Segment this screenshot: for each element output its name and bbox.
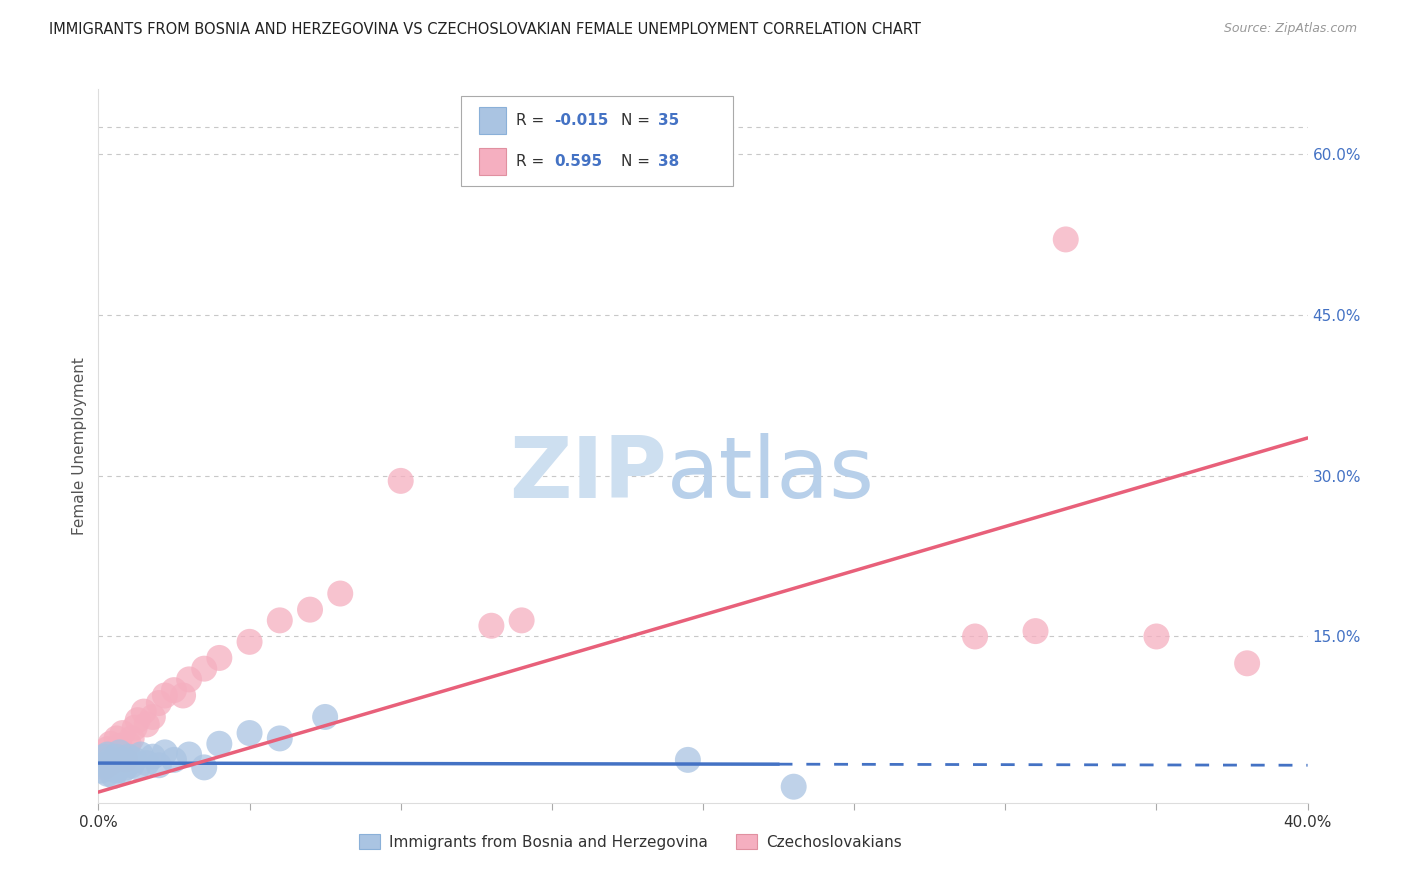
Point bbox=[108, 739, 131, 753]
Point bbox=[1054, 232, 1077, 246]
Point bbox=[93, 749, 115, 764]
Text: 35: 35 bbox=[658, 113, 679, 128]
Point bbox=[100, 737, 122, 751]
Point bbox=[299, 602, 322, 616]
Text: Source: ZipAtlas.com: Source: ZipAtlas.com bbox=[1223, 22, 1357, 36]
Legend: Immigrants from Bosnia and Herzegovina, Czechoslovakians: Immigrants from Bosnia and Herzegovina, … bbox=[353, 828, 908, 855]
Point bbox=[100, 760, 122, 774]
Point bbox=[114, 760, 136, 774]
Point bbox=[269, 731, 291, 746]
Point bbox=[93, 760, 115, 774]
Point bbox=[105, 749, 128, 764]
Point bbox=[481, 619, 503, 633]
Point bbox=[127, 713, 149, 727]
Y-axis label: Female Unemployment: Female Unemployment bbox=[72, 357, 87, 535]
Point bbox=[90, 764, 112, 778]
Point bbox=[124, 753, 146, 767]
Point bbox=[172, 689, 194, 703]
Point bbox=[179, 673, 201, 687]
Point bbox=[208, 737, 231, 751]
Point bbox=[103, 747, 125, 762]
Point bbox=[163, 683, 186, 698]
Point bbox=[105, 749, 128, 764]
Text: N =: N = bbox=[621, 113, 655, 128]
Text: ZIP: ZIP bbox=[509, 433, 666, 516]
Point bbox=[1144, 630, 1167, 644]
Point bbox=[127, 760, 149, 774]
Point bbox=[179, 747, 201, 762]
Point bbox=[783, 780, 806, 794]
Bar bbox=[479, 148, 506, 175]
Point bbox=[676, 753, 699, 767]
Point bbox=[121, 731, 143, 746]
Point bbox=[96, 742, 118, 756]
Point bbox=[103, 756, 125, 770]
Point bbox=[111, 726, 134, 740]
Point bbox=[510, 613, 533, 627]
Text: R =: R = bbox=[516, 113, 548, 128]
Point bbox=[124, 721, 146, 735]
Point bbox=[965, 630, 987, 644]
Point bbox=[111, 753, 134, 767]
Point bbox=[111, 764, 134, 778]
Point bbox=[108, 745, 131, 759]
Text: 38: 38 bbox=[658, 154, 679, 169]
Text: R =: R = bbox=[516, 154, 548, 169]
Point bbox=[105, 764, 128, 778]
Point bbox=[153, 689, 176, 703]
Point bbox=[153, 745, 176, 759]
Point bbox=[96, 747, 118, 762]
Point bbox=[208, 651, 231, 665]
Point bbox=[93, 758, 115, 772]
Point bbox=[132, 705, 155, 719]
Point bbox=[163, 753, 186, 767]
Point bbox=[148, 758, 170, 772]
Point bbox=[114, 753, 136, 767]
Point bbox=[118, 756, 141, 770]
Bar bbox=[479, 107, 506, 134]
Point bbox=[239, 726, 262, 740]
Point bbox=[129, 747, 152, 762]
Text: -0.015: -0.015 bbox=[554, 113, 609, 128]
Text: IMMIGRANTS FROM BOSNIA AND HERZEGOVINA VS CZECHOSLOVAKIAN FEMALE UNEMPLOYMENT CO: IMMIGRANTS FROM BOSNIA AND HERZEGOVINA V… bbox=[49, 22, 921, 37]
Point bbox=[121, 758, 143, 772]
Point bbox=[103, 769, 125, 783]
Text: 0.595: 0.595 bbox=[554, 154, 602, 169]
Point bbox=[1236, 657, 1258, 671]
Point bbox=[329, 586, 352, 600]
Point bbox=[100, 756, 122, 770]
Point bbox=[100, 753, 122, 767]
Point bbox=[389, 474, 412, 488]
Point bbox=[142, 710, 165, 724]
FancyBboxPatch shape bbox=[461, 96, 734, 186]
Point bbox=[239, 635, 262, 649]
Point bbox=[193, 662, 215, 676]
Point bbox=[105, 731, 128, 746]
Point bbox=[148, 696, 170, 710]
Point bbox=[269, 613, 291, 627]
Text: N =: N = bbox=[621, 154, 655, 169]
Point bbox=[111, 745, 134, 759]
Point bbox=[135, 756, 157, 770]
Point bbox=[96, 767, 118, 781]
Point bbox=[90, 753, 112, 767]
Point bbox=[118, 749, 141, 764]
Point bbox=[108, 758, 131, 772]
Point bbox=[135, 717, 157, 731]
Point bbox=[1024, 624, 1046, 639]
Text: atlas: atlas bbox=[666, 433, 875, 516]
Point bbox=[142, 749, 165, 764]
Point bbox=[193, 760, 215, 774]
Point bbox=[118, 737, 141, 751]
Point bbox=[314, 710, 336, 724]
